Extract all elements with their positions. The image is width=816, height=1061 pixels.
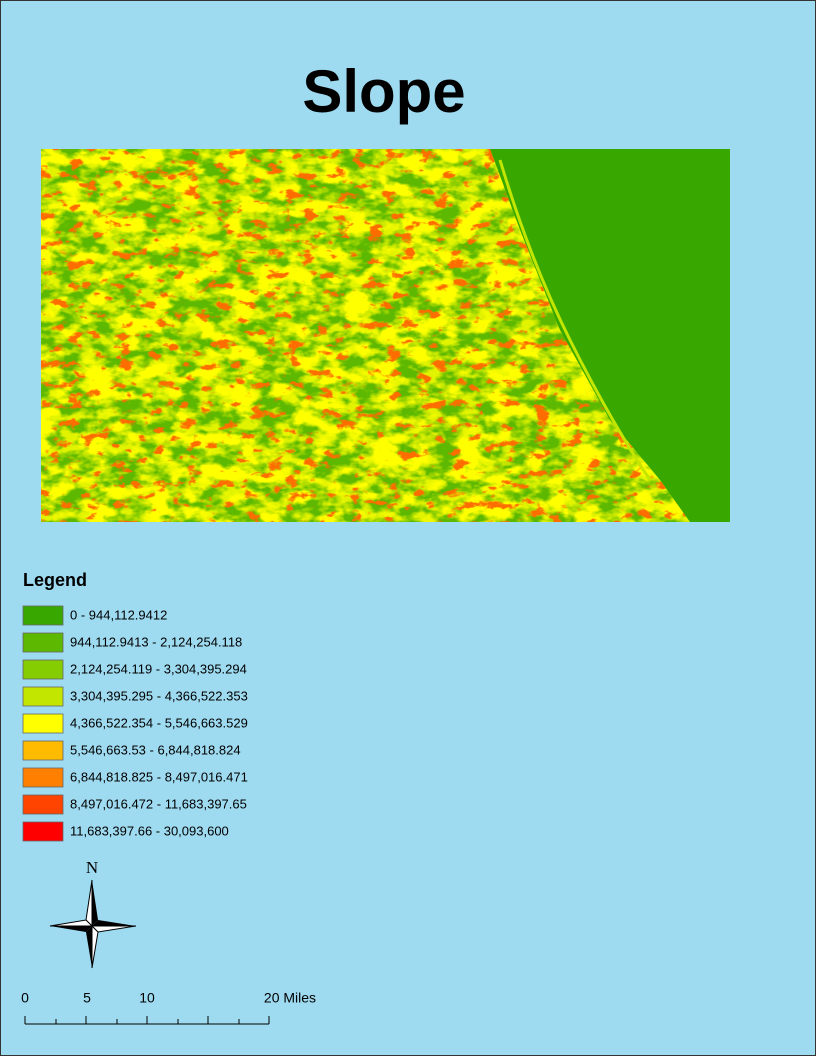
legend: 0 - 944,112.9412 944,112.9413 - 2,124,254… [22,605,248,842]
scale-label: 10 [139,990,155,1006]
legend-label: 0 - 944,112.9412 [70,607,167,622]
legend-swatch [22,686,64,707]
map-title: Slope [302,58,465,125]
legend-label: 5,546,663.53 - 6,844,818.824 [70,742,241,757]
legend-label: 11,683,397.66 - 30,093,600 [70,823,229,838]
legend-swatch [22,821,64,842]
scale-label: 20 Miles [264,990,316,1006]
scale-label: 5 [83,990,91,1006]
north-arrow: N [49,858,137,969]
legend-label: 944,112.9413 - 2,124,254.118 [70,634,242,649]
scale-bar: 0 5 10 20 Miles [21,990,316,1025]
slope-raster [41,149,730,522]
legend-swatch [22,740,64,761]
legend-label: 4,366,522.354 - 5,546,663.529 [70,715,248,730]
legend-label: 3,304,395.295 - 4,366,522.353 [70,688,248,703]
legend-title: Legend [23,570,87,590]
legend-swatch [22,605,64,626]
legend-swatch [22,794,64,815]
legend-label: 2,124,254.119 - 3,304,395.294 [70,661,247,676]
legend-swatch [22,767,64,788]
north-label: N [86,858,98,877]
legend-label: 6,844,818.825 - 8,497,016.471 [70,769,248,784]
legend-swatch [22,632,64,653]
scale-label: 0 [21,990,29,1006]
legend-swatch [22,713,64,734]
legend-label: 8,497,016.472 - 11,683,397.65 [70,796,247,811]
legend-swatch [22,659,64,680]
